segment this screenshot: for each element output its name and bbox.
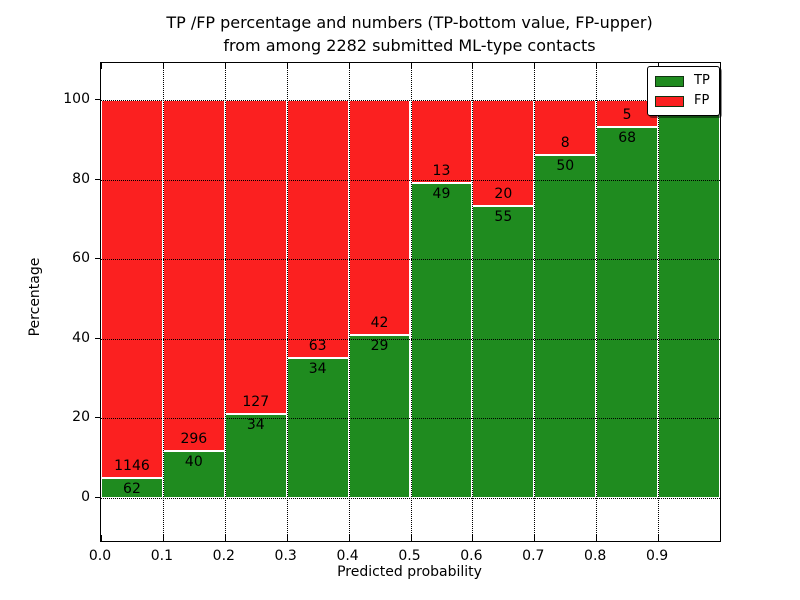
legend-entry-tp: TP <box>655 71 710 91</box>
legend-label-tp: TP <box>694 73 710 88</box>
bar-segment-tp <box>658 100 720 498</box>
x-tick-mark-top <box>162 63 164 69</box>
fp-count-label: 5 <box>622 107 632 124</box>
bar-segment-tp <box>101 477 163 498</box>
fp-count-label: 13 <box>432 163 451 180</box>
bar-segment-tp <box>534 154 597 498</box>
vertical-gridline <box>410 63 412 541</box>
x-tick-mark-top <box>101 63 102 69</box>
chart-title: TP /FP percentage and numbers (TP-bottom… <box>100 11 719 57</box>
bar-segment-tp <box>224 413 287 498</box>
x-tick-mark-top <box>348 63 350 69</box>
bar-segment-tp <box>348 335 411 498</box>
y-tick-mark <box>95 417 100 419</box>
y-tick-label: 80 <box>72 170 90 187</box>
y-tick-label: 0 <box>81 489 90 505</box>
bar-segment-fp <box>410 100 473 184</box>
x-tick-label: 0.2 <box>212 548 235 564</box>
tp-count-label: 34 <box>246 416 265 433</box>
tp-count-label: 55 <box>494 209 513 226</box>
y-tick-mark <box>95 178 100 180</box>
y-tick-label: 100 <box>63 91 90 107</box>
x-tick-mark <box>101 535 102 541</box>
x-tick-label: 0.4 <box>336 548 359 564</box>
vertical-gridline <box>348 63 350 541</box>
tp-count-label: 40 <box>184 453 203 470</box>
x-tick-mark-top <box>286 63 288 69</box>
legend: TP FP <box>647 66 720 116</box>
vertical-gridline <box>472 63 474 541</box>
tp-count-label: 50 <box>556 157 575 174</box>
y-tick-mark <box>95 99 100 100</box>
y-tick-label: 60 <box>72 250 90 267</box>
vertical-gridline <box>658 63 660 541</box>
x-tick-mark <box>534 535 536 541</box>
x-tick-mark <box>224 535 226 541</box>
tp-count-label: 49 <box>432 186 451 203</box>
chart-title-line1: TP /FP percentage and numbers (TP-bottom… <box>166 13 653 32</box>
bar-segment-tp <box>410 183 473 498</box>
x-axis-label: Predicted probability <box>337 564 482 580</box>
legend-entry-fp: FP <box>655 91 710 111</box>
tp-count-label: 29 <box>370 338 389 355</box>
bar-segment-fp <box>224 100 287 414</box>
x-tick-mark <box>410 535 412 541</box>
x-tick-label: 0.8 <box>584 548 607 564</box>
fp-count-label: 1146 <box>114 457 150 474</box>
y-tick-mark <box>95 497 100 498</box>
y-tick-label: 20 <box>72 409 90 426</box>
legend-label-fp: FP <box>694 93 710 108</box>
bar-segment-tp <box>472 206 535 498</box>
bar-segment-fp <box>286 100 349 359</box>
bar-segment-fp <box>101 100 163 478</box>
bar-segment-fp <box>162 100 225 451</box>
fp-count-label: 63 <box>308 338 327 355</box>
vertical-gridline <box>286 63 288 541</box>
x-tick-mark <box>658 535 660 541</box>
x-tick-label: 0.5 <box>398 548 421 564</box>
fp-count-label: 8 <box>560 134 570 151</box>
bar-segment-tp <box>596 127 659 498</box>
fp-count-label: 20 <box>494 186 513 203</box>
vertical-gridline <box>162 63 164 541</box>
vertical-gridline <box>596 63 598 541</box>
tp-count-label: 68 <box>618 130 637 147</box>
plot-area: 1146622964012734633442291349205585056814… <box>100 62 721 542</box>
x-tick-mark-top <box>410 63 412 69</box>
y-tick-mark <box>95 258 100 260</box>
bar-segment-fp <box>348 100 411 336</box>
x-tick-label: 0.9 <box>645 548 669 564</box>
tp-count-label: 34 <box>308 361 327 378</box>
y-axis-label: Percentage <box>27 257 43 337</box>
x-tick-label: 0.3 <box>274 548 297 564</box>
x-tick-label: 0.1 <box>150 548 174 564</box>
vertical-gridline <box>534 63 536 541</box>
y-tick-mark <box>95 337 100 339</box>
fp-count-label: 42 <box>370 315 389 332</box>
bar-segment-tp <box>162 450 225 498</box>
x-tick-mark-top <box>596 63 598 69</box>
x-tick-mark <box>286 535 288 541</box>
y-tick-label: 40 <box>72 329 90 346</box>
legend-swatch-tp-icon <box>655 75 684 87</box>
fp-count-label: 127 <box>242 393 270 410</box>
bar-segment-tp <box>286 358 349 498</box>
chart-title-line2: from among 2282 submitted ML-type contac… <box>223 36 596 55</box>
vertical-gridline <box>224 63 226 541</box>
legend-swatch-fp-icon <box>655 95 684 107</box>
x-tick-mark-top <box>534 63 536 69</box>
x-tick-label: 0.6 <box>460 548 483 564</box>
x-tick-mark-top <box>472 63 474 69</box>
x-tick-label: 0.7 <box>522 548 545 564</box>
x-tick-mark <box>472 535 474 541</box>
x-tick-mark-top <box>224 63 226 69</box>
fp-count-label: 296 <box>180 430 208 447</box>
x-tick-mark <box>596 535 598 541</box>
tp-count-label: 62 <box>123 480 141 497</box>
x-tick-mark <box>348 535 350 541</box>
x-tick-label: 0.0 <box>88 548 112 564</box>
x-tick-mark <box>162 535 164 541</box>
